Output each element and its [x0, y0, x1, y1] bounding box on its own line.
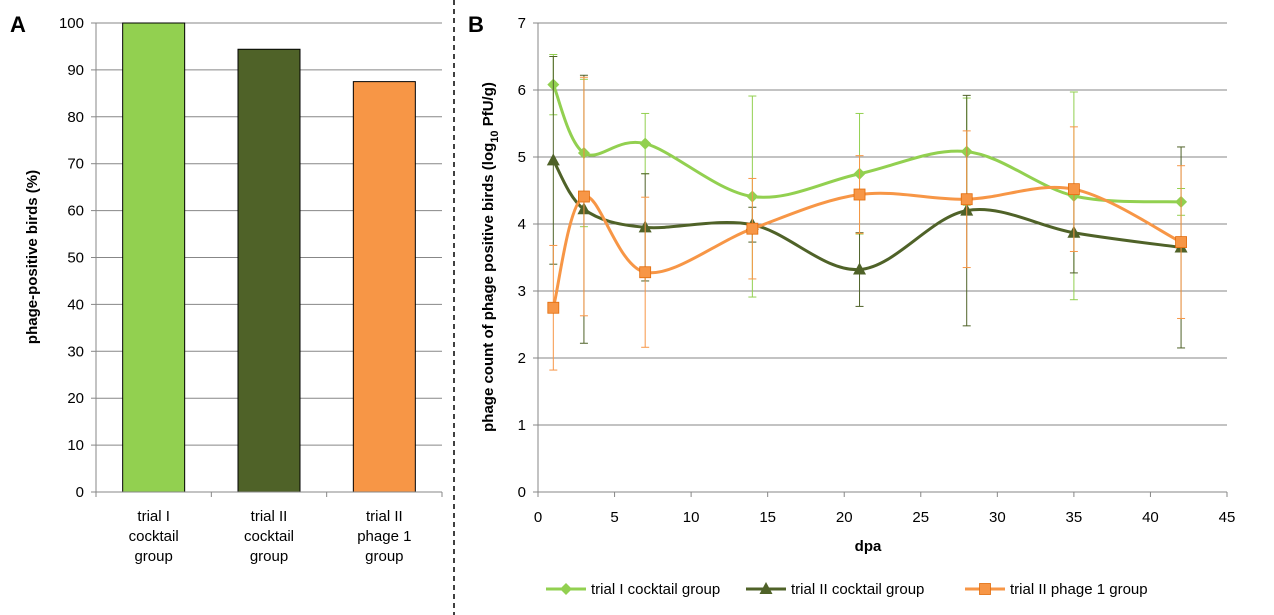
y-tick-label: 2 [518, 350, 526, 367]
data-point [853, 188, 866, 201]
x-tick-label: 10 [683, 509, 700, 526]
legend-marker [759, 582, 773, 594]
y-tick-label: 7 [518, 15, 526, 32]
series-2 [546, 56, 1188, 349]
x-tick-label: 45 [1219, 509, 1236, 526]
data-point [578, 190, 590, 203]
series-line [551, 185, 1182, 309]
y-tick-label: 90 [67, 62, 84, 79]
panel-a-bars [122, 22, 416, 493]
panel-b-letter: B [468, 12, 484, 37]
data-point [853, 262, 867, 275]
x-tick-label: 40 [1142, 509, 1159, 526]
x-category-label-line: trial II [366, 508, 403, 525]
legend-item: trial II cocktail group [746, 581, 924, 598]
y-axis-title-part1: phage count of phage positive birds (log [480, 143, 497, 432]
legend-item: trial II phage 1 group [965, 581, 1148, 598]
x-category-label-line: group [250, 548, 288, 565]
bar [352, 81, 416, 493]
panel-b-y-axis-title: phage count of phage positive birds (log… [480, 82, 501, 432]
panel-a-y-axis-title: phage-positive birds (%) [24, 170, 41, 344]
panel-b-gridlines [533, 22, 1227, 493]
data-point [960, 193, 973, 206]
y-tick-label: 70 [67, 156, 84, 173]
data-point [1067, 183, 1080, 196]
series-1 [547, 53, 1188, 301]
panel-a-y-tick-labels: 0 10 20 30 40 50 60 70 80 90 100 [59, 15, 84, 501]
x-category-label-line: cocktail [129, 528, 179, 545]
data-point [639, 266, 652, 279]
y-tick-label: 20 [67, 390, 84, 407]
y-tick-label: 10 [67, 437, 84, 454]
series-line [552, 159, 1182, 272]
panel-b-x-axis-title: dpa [855, 538, 882, 555]
x-tick-label: 25 [912, 509, 929, 526]
y-tick-label: 4 [518, 216, 526, 233]
x-category-label: trial I cocktail group [129, 508, 179, 565]
legend-label: trial II phage 1 group [1010, 581, 1148, 598]
panel-b-series [546, 53, 1188, 371]
x-category-label: trial II cocktail group [244, 508, 294, 565]
panel-b-axes [537, 23, 1228, 497]
y-tick-label: 6 [518, 82, 526, 99]
panel-a-bar-chart: A 0 10 20 30 40 50 60 70 80 90 100 trial I cocktail… [10, 12, 443, 565]
x-category-label-line: trial II [251, 508, 288, 525]
y-tick-label: 60 [67, 203, 84, 220]
series-3 [547, 76, 1187, 371]
legend-label: trial I cocktail group [591, 581, 720, 598]
x-tick-label: 30 [989, 509, 1006, 526]
legend-item: trial I cocktail group [546, 581, 720, 598]
y-axis-title-part2: PfU/g) [480, 82, 497, 130]
panel-b-legend: trial I cocktail group trial II cocktail … [546, 581, 1148, 598]
x-tick-label: 35 [1066, 509, 1083, 526]
y-tick-label: 0 [518, 484, 526, 501]
y-tick-label: 0 [76, 484, 84, 501]
bar [237, 48, 301, 493]
x-category-label: trial II phage 1 group [357, 508, 411, 565]
y-tick-label: 5 [518, 149, 526, 166]
data-point [546, 153, 560, 166]
y-tick-label: 1 [518, 417, 526, 434]
y-axis-title-subscript: 10 [489, 130, 501, 142]
x-category-label-line: group [134, 548, 172, 565]
data-point [1175, 236, 1187, 248]
panel-a-x-category-labels: trial I cocktail group trial II cocktail grou… [129, 508, 412, 565]
panel-a-letter: A [10, 12, 26, 37]
panel-b-y-tick-labels: 0 1 2 3 4 5 6 7 [518, 15, 526, 501]
legend-label: trial II cocktail group [791, 581, 924, 598]
data-point [746, 222, 759, 235]
panel-a-axes [95, 23, 443, 497]
x-category-label-line: cocktail [244, 528, 294, 545]
y-tick-label: 40 [67, 296, 84, 313]
y-tick-label: 50 [67, 250, 84, 267]
x-tick-label: 5 [610, 509, 618, 526]
legend-marker [560, 583, 572, 595]
x-category-label-line: trial I [137, 508, 170, 525]
x-tick-label: 0 [534, 509, 542, 526]
bar [122, 22, 186, 493]
y-tick-label: 100 [59, 15, 84, 32]
panel-b-x-tick-labels: 0 5 10 15 20 25 30 35 40 45 [534, 509, 1236, 526]
series-line [551, 84, 1182, 204]
y-tick-label: 30 [67, 343, 84, 360]
y-tick-label: 3 [518, 283, 526, 300]
data-point [639, 137, 652, 150]
data-point [547, 301, 560, 314]
legend-marker [979, 583, 991, 595]
x-category-label-line: phage 1 [357, 528, 411, 545]
x-tick-label: 20 [836, 509, 853, 526]
x-tick-label: 15 [759, 509, 776, 526]
y-tick-label: 80 [67, 109, 84, 126]
x-category-label-line: group [365, 548, 403, 565]
